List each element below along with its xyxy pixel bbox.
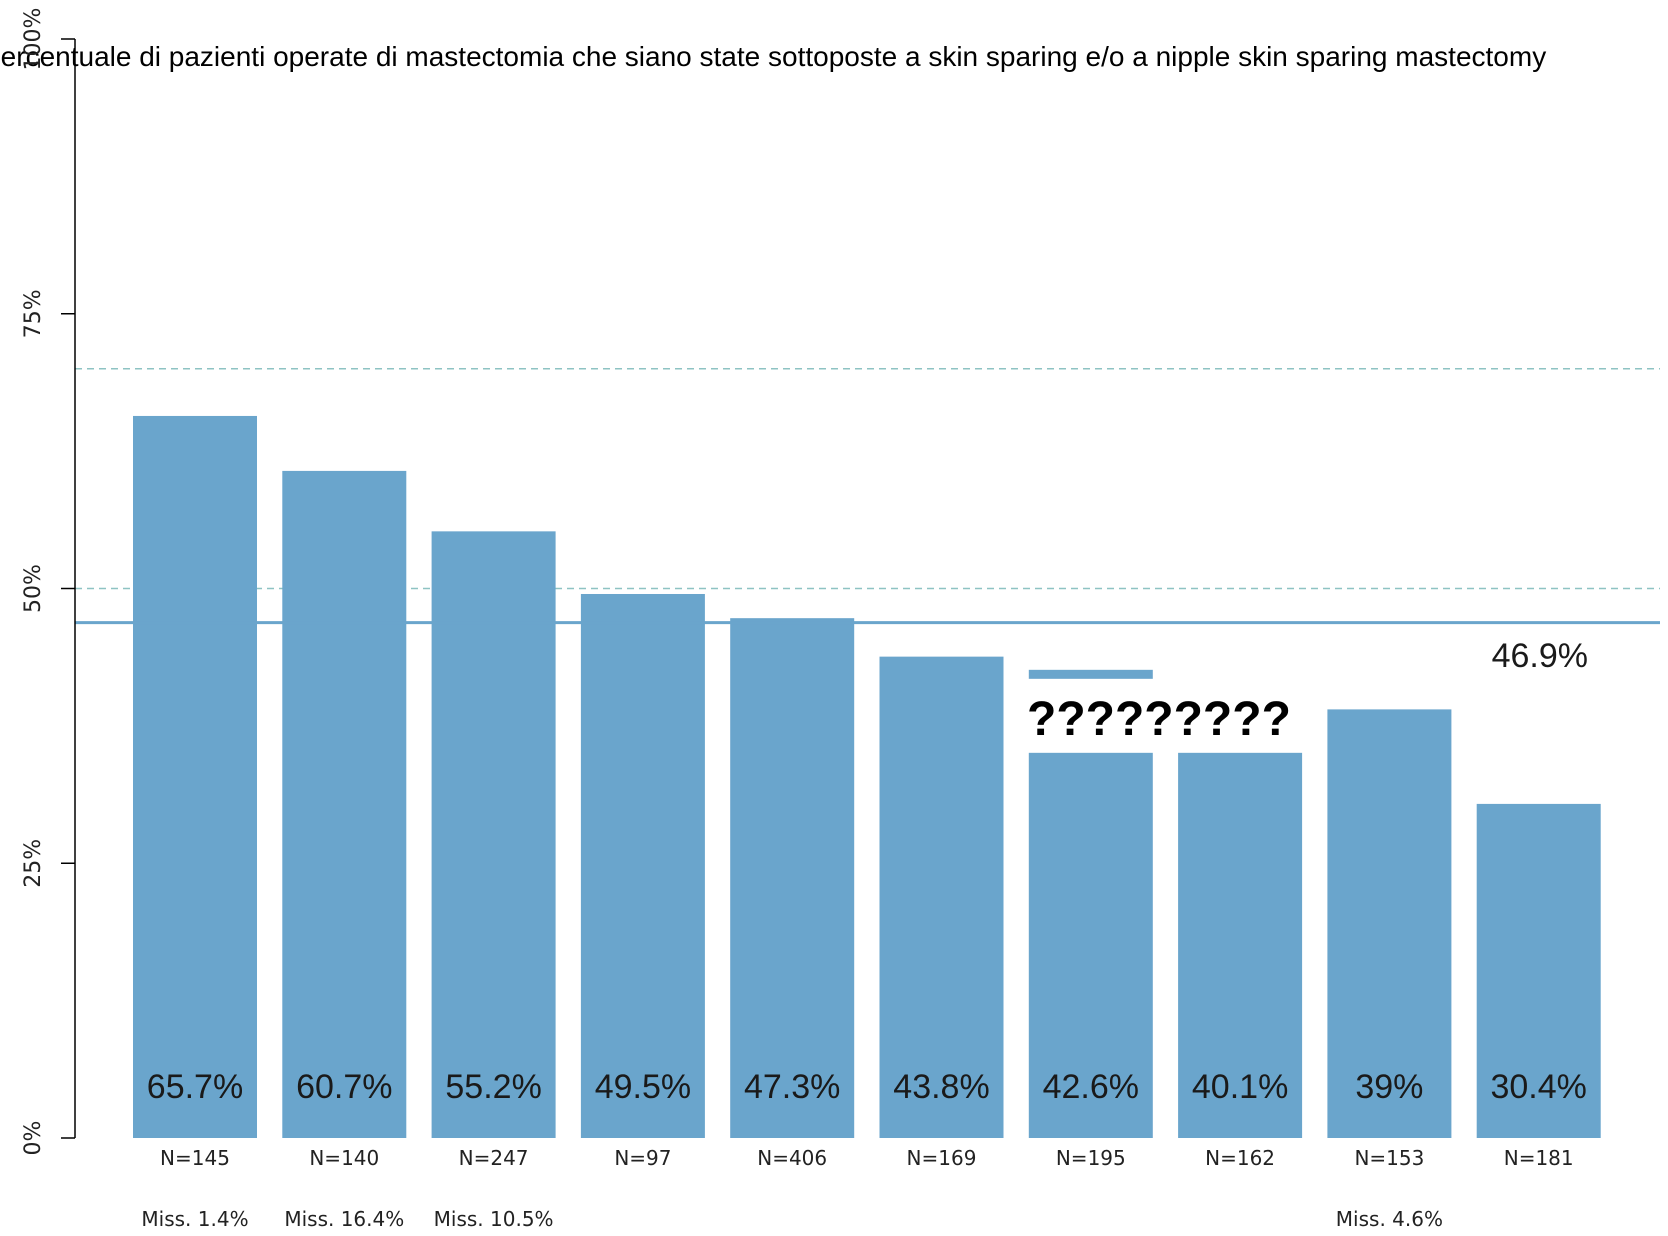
bar-n-label: N=181 [1504, 1146, 1574, 1170]
bar [1327, 709, 1452, 1138]
bar-n-label: N=162 [1205, 1146, 1275, 1170]
bar-n-label: N=140 [309, 1146, 379, 1170]
y-tick-label: 25% [21, 839, 46, 888]
bar-n-label: N=247 [459, 1146, 529, 1170]
bar-n-label: N=169 [907, 1146, 977, 1170]
bar-value-label: 43.8% [893, 1068, 989, 1106]
bar-value-label: 39% [1355, 1068, 1423, 1106]
y-tick-label: 50% [21, 564, 46, 613]
bar-n-label: N=97 [614, 1146, 671, 1170]
bar-value-label: 60.7% [296, 1068, 392, 1106]
bar [580, 593, 705, 1138]
bar [282, 470, 407, 1139]
y-tick-label: 0% [21, 1121, 46, 1156]
bar [879, 656, 1004, 1138]
y-tick-label: 100% [21, 8, 46, 71]
bar-n-label: N=195 [1056, 1146, 1126, 1170]
overlay-group: ????????? [1024, 678, 1309, 753]
bar [730, 618, 855, 1138]
bar-value-label: 40.1% [1192, 1068, 1288, 1106]
overlay-mask [1024, 678, 1309, 753]
bar [431, 531, 556, 1138]
bar-value-label: 65.7% [147, 1068, 243, 1106]
average-value-label: 46.9% [1492, 637, 1588, 675]
bar-value-label: 30.4% [1490, 1068, 1586, 1106]
y-axis: 0% 25% 50% 75% 100% [21, 8, 76, 1156]
bar [133, 415, 257, 1138]
bar-value-label: 47.3% [744, 1068, 840, 1106]
bar-n-label: N=153 [1354, 1146, 1424, 1170]
overlay-question-marks: ????????? [1027, 693, 1291, 746]
bar-value-label: 49.5% [595, 1068, 691, 1106]
bar-missing-label: Miss. 10.5% [434, 1207, 554, 1231]
bar-missing-label: Miss. 4.6% [1336, 1207, 1443, 1231]
bar-missing-label: Miss. 16.4% [284, 1207, 404, 1231]
bar [1476, 803, 1601, 1138]
bar-missing-label: Miss. 1.4% [141, 1207, 248, 1231]
chart-title: Percentuale di pazienti operate di maste… [0, 41, 1546, 72]
bar-n-label: N=145 [160, 1146, 230, 1170]
bar-labels: 65.7% N=145 Miss. 1.4% 60.7% N=140 Miss. 16.4… [141, 1068, 1586, 1231]
average-line-group: 46.9% [75, 621, 1660, 675]
y-tick-label: 75% [21, 289, 46, 338]
bar-n-label: N=406 [757, 1146, 827, 1170]
bar-value-label: 42.6% [1043, 1068, 1139, 1106]
bar [1178, 697, 1303, 1138]
bar-value-label: 55.2% [445, 1068, 541, 1106]
bars [133, 415, 1601, 1139]
